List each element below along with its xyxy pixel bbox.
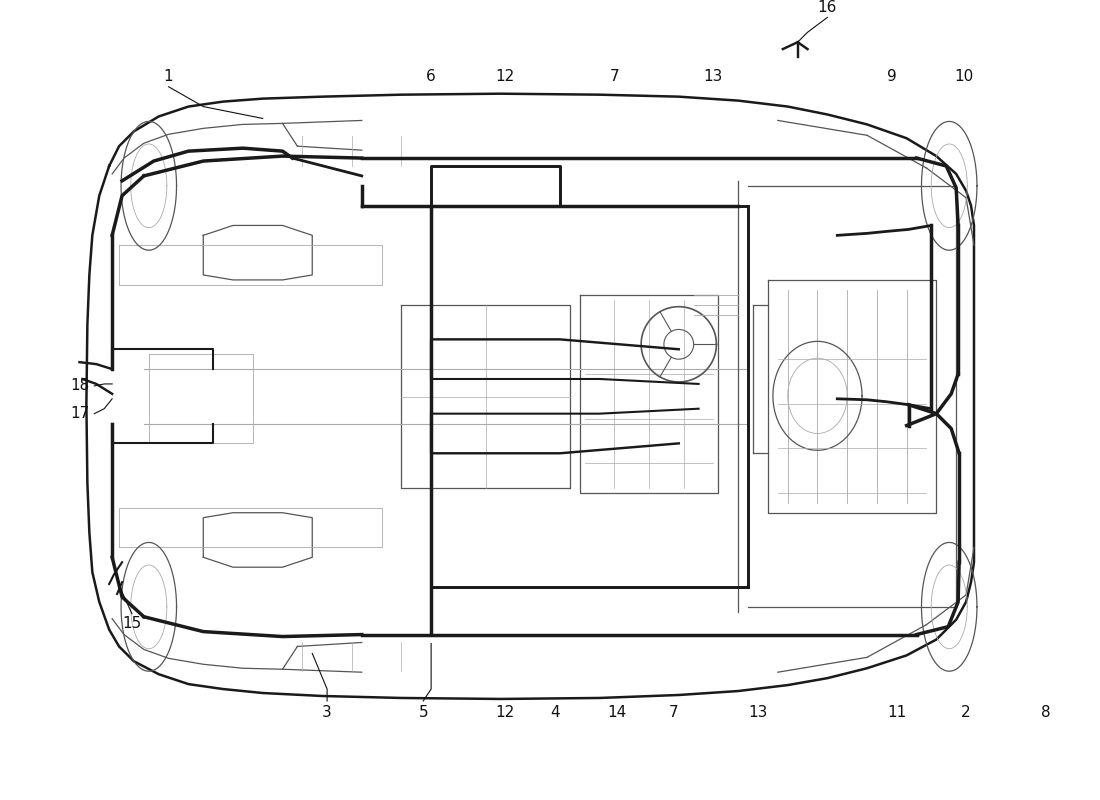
Text: 12: 12 xyxy=(496,706,515,720)
Text: 18: 18 xyxy=(69,378,89,394)
Text: 13: 13 xyxy=(748,706,768,720)
Text: eurospares: eurospares xyxy=(92,263,374,306)
Text: 8: 8 xyxy=(1041,706,1050,720)
Text: 17: 17 xyxy=(69,406,89,421)
Text: eurospares: eurospares xyxy=(92,471,374,514)
Text: 1: 1 xyxy=(164,70,174,84)
Text: 14: 14 xyxy=(607,706,627,720)
Text: 16: 16 xyxy=(817,0,837,15)
Text: 7: 7 xyxy=(609,70,619,84)
Text: eurospares: eurospares xyxy=(538,471,820,514)
Text: 5: 5 xyxy=(418,706,428,720)
Text: 10: 10 xyxy=(955,70,974,84)
Text: 6: 6 xyxy=(427,70,436,84)
Text: 3: 3 xyxy=(322,706,332,720)
Text: 12: 12 xyxy=(496,70,515,84)
Text: 4: 4 xyxy=(550,706,560,720)
Text: 2: 2 xyxy=(961,706,971,720)
Text: 7: 7 xyxy=(669,706,679,720)
Text: 9: 9 xyxy=(887,70,896,84)
Polygon shape xyxy=(87,94,974,699)
Text: 11: 11 xyxy=(887,706,906,720)
Text: 13: 13 xyxy=(704,70,723,84)
Text: 15: 15 xyxy=(122,616,142,631)
Text: eurospares: eurospares xyxy=(538,263,820,306)
